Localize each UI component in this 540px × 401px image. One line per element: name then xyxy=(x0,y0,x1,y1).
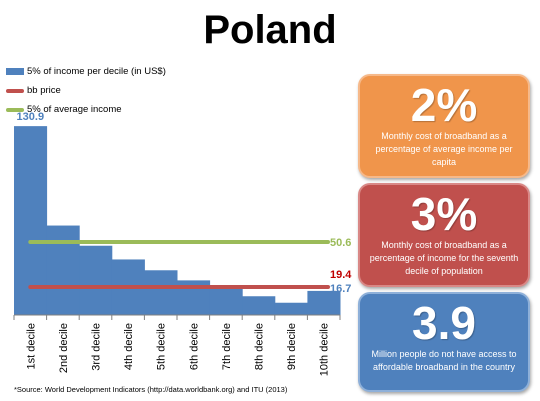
x-tick-label: 3rd decile xyxy=(91,323,103,371)
legend-swatch-bars xyxy=(6,68,24,75)
stat-card-value: 3.9 xyxy=(412,297,476,349)
bar-7 xyxy=(209,288,243,315)
source-note: *Source: World Development Indicators (h… xyxy=(14,385,288,394)
bar-2 xyxy=(46,225,80,315)
bar-1 xyxy=(14,126,48,315)
bar-chart: 1st decile 2nd decile 3rd decile 4th decile… xyxy=(13,111,352,376)
x-tick-label: 4th decile xyxy=(123,323,135,370)
stat-card-description: Million people do not have access to aff… xyxy=(371,349,517,372)
stat-card-value: 2% xyxy=(410,79,478,131)
bar-9 xyxy=(274,302,308,315)
data-label-first-bar: 130.9 xyxy=(17,111,45,123)
legend-swatch-bb-price xyxy=(6,88,24,93)
data-label-last-bar: 16.7 xyxy=(330,283,351,295)
stat-card-average-income: 2% Monthly cost of broadband as a percen… xyxy=(358,74,530,178)
stat-card-value: 3% xyxy=(410,188,478,240)
x-tick-label: 5th decile xyxy=(156,323,168,370)
bar-3 xyxy=(79,245,113,315)
stat-card-seventh-decile: 3% Monthly cost of broadband as a percen… xyxy=(358,183,530,287)
x-tick-label: 8th decile xyxy=(254,323,266,370)
legend-label-bb-price: bb price xyxy=(27,85,61,96)
stat-card-description: Monthly cost of broadband as a percentag… xyxy=(375,131,513,167)
x-tick-label: 10th decile xyxy=(319,323,331,376)
x-tick-label: 6th decile xyxy=(188,323,200,370)
x-tick-label: 9th decile xyxy=(286,323,298,370)
legend-swatch-avg-income xyxy=(6,107,24,112)
data-label-bb-price: 19.4 xyxy=(330,269,352,281)
legend-label-bars: 5% of income per decile (in US$) xyxy=(27,66,166,77)
chart-legend: 5% of income per decile (in US$) bb pric… xyxy=(6,62,166,119)
x-tick-label: 7th decile xyxy=(221,323,233,370)
bar-10 xyxy=(307,290,341,315)
bar-5 xyxy=(144,270,178,315)
x-tick-label: 2nd decile xyxy=(58,323,70,373)
bar-8 xyxy=(242,296,276,315)
legend-item-avg-income: 5% of average income xyxy=(6,100,166,119)
legend-item-bars: 5% of income per decile (in US$) xyxy=(6,62,166,81)
legend-label-avg-income: 5% of average income xyxy=(27,104,122,115)
data-label-avg-income: 50.6 xyxy=(330,237,351,249)
stat-card-people-without-access: 3.9 Million people do not have access to… xyxy=(358,292,530,392)
stat-card-description: Monthly cost of broadband as a percentag… xyxy=(369,240,519,276)
x-tick-label: 1st decile xyxy=(25,323,37,369)
legend-item-bb-price: bb price xyxy=(6,81,166,100)
page-title: Poland xyxy=(203,8,337,52)
